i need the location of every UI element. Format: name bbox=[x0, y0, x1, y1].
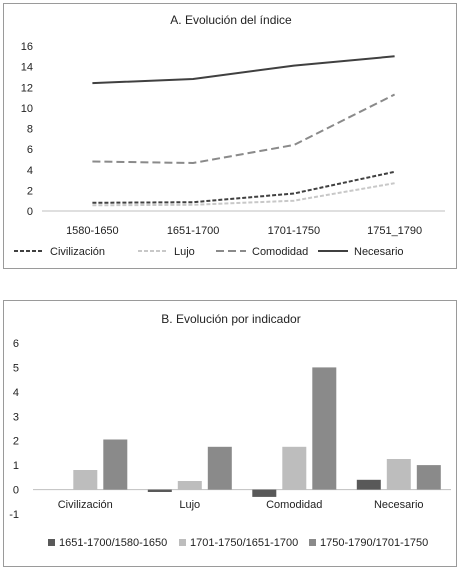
y-tick-label: 6 bbox=[13, 338, 19, 350]
bar bbox=[312, 367, 337, 490]
y-tick-label: 0 bbox=[13, 485, 19, 497]
x-tick-label: 1701-1750 bbox=[268, 225, 321, 237]
x-tick-label: Civilización bbox=[58, 499, 113, 511]
y-tick-label: 1 bbox=[13, 460, 19, 472]
bar bbox=[386, 459, 411, 490]
y-tick-label: 2 bbox=[27, 185, 33, 197]
x-tick-label: Necesario bbox=[374, 499, 424, 511]
x-tick-label: Lujo bbox=[179, 499, 200, 511]
y-tick-label: 3 bbox=[13, 411, 19, 423]
legend-label: Lujo bbox=[174, 246, 195, 258]
y-tick-label: 0 bbox=[27, 206, 33, 218]
y-tick-label: 12 bbox=[21, 82, 33, 94]
bar bbox=[282, 446, 307, 490]
y-tick-label: 10 bbox=[21, 103, 33, 115]
series-line-3 bbox=[92, 55, 395, 85]
y-tick-label: 4 bbox=[13, 387, 19, 399]
bar bbox=[207, 446, 232, 490]
bar bbox=[416, 465, 441, 490]
bar bbox=[177, 481, 202, 490]
series-line-0 bbox=[92, 170, 395, 204]
bar-chart: B. Evolución por indicador -1 0 1 2 3 4 5 6 Civi… bbox=[9, 312, 451, 549]
y-tick-label: 5 bbox=[13, 362, 19, 374]
bar bbox=[252, 489, 277, 497]
legend-label: Necesario bbox=[354, 246, 404, 258]
bar-chart-panel: B. Evolución por indicador -1 0 1 2 3 4 5 6 Civi… bbox=[3, 300, 457, 567]
chart-title: B. Evolución por indicador bbox=[161, 312, 300, 326]
bar bbox=[103, 439, 128, 490]
chart-title: A. Evolución del índice bbox=[170, 13, 292, 27]
legend-label: 1750-1790/1701-1750 bbox=[320, 537, 428, 549]
x-tick-label: Comodidad bbox=[266, 499, 322, 511]
bar bbox=[73, 470, 98, 490]
line-chart: A. Evolución del índice 0 2 4 6 8 10 12 14 16 158… bbox=[14, 13, 445, 258]
y-tick-label: 8 bbox=[27, 124, 33, 136]
y-tick-label: -1 bbox=[9, 509, 19, 521]
legend-label: 1651-1700/1580-1650 bbox=[59, 537, 167, 549]
legend-label: 1701-1750/1651-1700 bbox=[190, 537, 298, 549]
line-chart-panel: A. Evolución del índice 0 2 4 6 8 10 12 14 16 158… bbox=[3, 3, 457, 269]
legend-swatch bbox=[48, 539, 55, 546]
series-line-2 bbox=[92, 93, 396, 165]
legend-swatch bbox=[179, 539, 186, 546]
y-tick-label: 16 bbox=[21, 41, 33, 53]
x-tick-label: 1751_1790 bbox=[367, 225, 422, 237]
bar bbox=[147, 489, 172, 492]
y-tick-label: 6 bbox=[27, 144, 33, 156]
series-line-1 bbox=[92, 182, 395, 207]
bar bbox=[356, 479, 381, 490]
x-tick-label: 1651-1700 bbox=[167, 225, 220, 237]
legend-swatch bbox=[309, 539, 316, 546]
y-tick-label: 2 bbox=[13, 436, 19, 448]
y-tick-label: 4 bbox=[27, 165, 33, 177]
y-tick-label: 14 bbox=[21, 62, 33, 74]
legend-label: Civilización bbox=[50, 246, 105, 258]
legend-label: Comodidad bbox=[252, 246, 308, 258]
x-tick-label: 1580-1650 bbox=[66, 225, 119, 237]
